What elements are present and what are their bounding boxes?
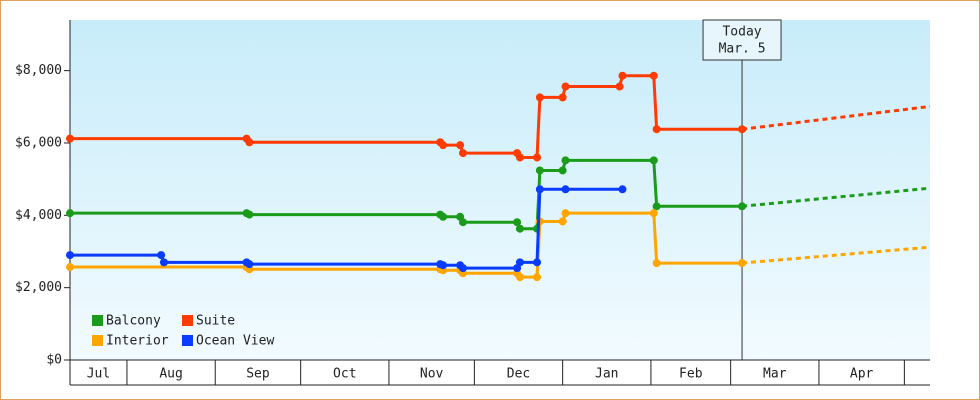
legend-swatch: [92, 315, 103, 326]
price-point: [558, 93, 567, 102]
price-point: [439, 261, 448, 270]
price-point: [245, 260, 254, 269]
x-tick-label: Aug: [159, 367, 182, 382]
y-tick-label: $8,000: [15, 63, 62, 78]
legend-swatch: [182, 335, 193, 346]
plot-background: [70, 20, 930, 360]
price-point: [515, 224, 524, 233]
legend-label: Suite: [196, 314, 235, 329]
price-point: [561, 82, 570, 91]
legend-label: Balcony: [106, 314, 161, 329]
price-point: [535, 166, 544, 175]
legend-label: Interior: [106, 334, 169, 349]
price-point: [458, 218, 467, 227]
y-tick-label: $0: [46, 353, 62, 368]
price-point: [652, 202, 661, 211]
price-point: [157, 251, 166, 260]
price-point: [515, 258, 524, 267]
y-tick-label: $4,000: [15, 208, 62, 223]
price-point: [515, 273, 524, 282]
price-point: [533, 153, 542, 162]
forecast-line: [741, 186, 931, 208]
legend-swatch: [182, 315, 193, 326]
price-point: [533, 273, 542, 282]
price-point: [649, 71, 658, 80]
price-point: [458, 149, 467, 158]
price-point: [558, 217, 567, 226]
price-point: [652, 125, 661, 134]
price-point: [649, 209, 658, 218]
price-point: [66, 134, 74, 143]
x-tick-label: Sep: [246, 367, 270, 382]
price-point: [558, 166, 567, 175]
price-point: [515, 153, 524, 162]
y-tick-label: $2,000: [15, 280, 62, 295]
price-point: [66, 263, 74, 272]
x-tick-label: Nov: [420, 367, 444, 382]
x-tick-label: Apr: [850, 367, 874, 382]
today-label: Mar. 5: [719, 42, 766, 57]
x-tick-label: Jul: [87, 367, 110, 382]
price-point: [738, 125, 747, 134]
price-point: [535, 93, 544, 102]
y-tick-label: $6,000: [15, 135, 62, 150]
price-point: [615, 82, 624, 91]
price-point: [618, 185, 627, 194]
today-box: [702, 19, 782, 61]
forecast-line: [741, 104, 931, 131]
legend-label: Ocean View: [196, 334, 274, 349]
price-point: [159, 258, 168, 267]
price-point: [245, 210, 254, 219]
price-point: [66, 209, 74, 218]
price-point: [533, 258, 542, 267]
price-point: [458, 264, 467, 273]
legend-swatch: [92, 335, 103, 346]
price-point: [649, 156, 658, 165]
x-tick-label: Dec: [507, 367, 530, 382]
price-point: [439, 141, 448, 150]
forecast-line: [741, 245, 931, 265]
price-point: [439, 212, 448, 221]
x-tick-label: Oct: [333, 367, 356, 382]
price-point: [561, 185, 570, 194]
price-point: [535, 185, 544, 194]
price-point: [561, 156, 570, 165]
x-tick-label: Jan: [595, 367, 618, 382]
price-point: [513, 218, 522, 227]
price-point: [652, 259, 661, 268]
x-tick-label: Mar: [763, 367, 787, 382]
price-point: [738, 259, 747, 268]
price-point: [618, 71, 627, 80]
price-point: [738, 202, 747, 211]
price-point: [561, 209, 570, 218]
price-point: [245, 138, 254, 147]
x-tick-label: Feb: [679, 367, 703, 382]
today-label: Today: [722, 25, 761, 40]
price-line: [70, 74, 743, 159]
price-point: [456, 141, 465, 150]
price-point: [66, 251, 74, 260]
